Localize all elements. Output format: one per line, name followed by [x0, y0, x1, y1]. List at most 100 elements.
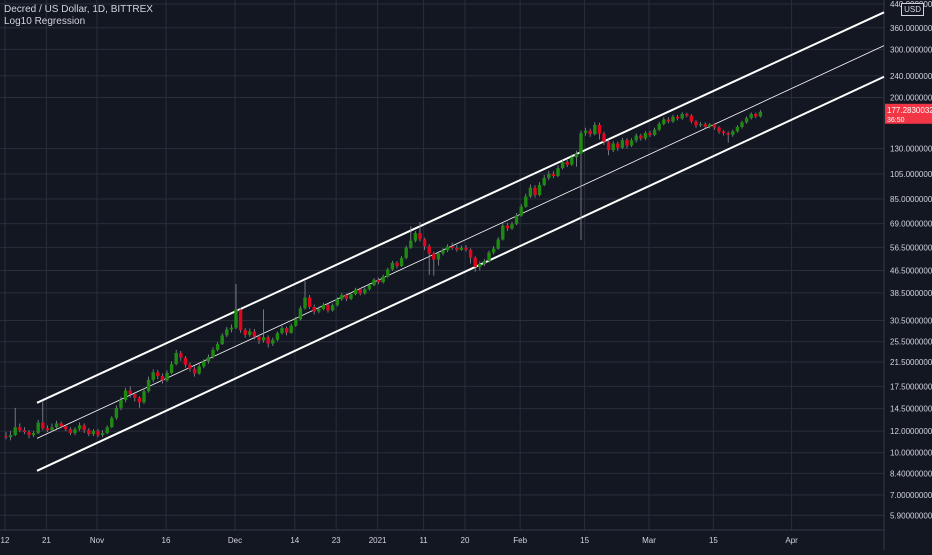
candle-body — [680, 114, 684, 119]
candle-body — [528, 187, 533, 197]
candle-body — [731, 131, 735, 135]
candle-body — [395, 262, 399, 266]
time-tick-label: 12 — [1, 536, 10, 545]
candle-body — [579, 133, 583, 154]
candle-body — [409, 240, 413, 248]
candle-body — [685, 114, 689, 116]
candle-up — [271, 337, 275, 346]
candle-down — [82, 423, 86, 434]
candle-down — [648, 130, 652, 137]
price-tick-label: 240.00000000 — [890, 72, 932, 81]
price-tick-label: 25.50000000 — [890, 338, 932, 347]
candle-down — [326, 303, 330, 313]
candle-body — [73, 429, 77, 434]
candle-body — [36, 422, 40, 434]
candle-body — [4, 436, 8, 438]
time-tick-label: 20 — [461, 536, 470, 545]
candle-up — [73, 427, 77, 436]
candle-up — [119, 396, 123, 411]
candle-down — [625, 138, 629, 149]
candle-body — [344, 295, 349, 299]
price-tick-label: 10.00000000 — [890, 449, 932, 458]
candle-up — [381, 274, 385, 284]
candle-down — [685, 112, 689, 118]
candle-body — [358, 289, 362, 294]
candle-down — [188, 362, 192, 372]
candle-body — [496, 239, 500, 249]
candle-body — [533, 187, 537, 195]
candle-body — [238, 309, 243, 331]
candle-body — [165, 372, 169, 381]
candle-body — [616, 143, 620, 148]
indicator-title: Log10 Regression — [4, 16, 86, 27]
candle-up — [399, 256, 404, 267]
candle-up — [165, 370, 169, 382]
candle-down — [18, 423, 22, 433]
candle-down — [137, 396, 142, 408]
candle-up — [528, 184, 533, 198]
candle-body — [156, 372, 160, 376]
candle-down — [468, 248, 473, 264]
candle-body — [105, 427, 109, 434]
candle-body — [146, 379, 151, 392]
candle-body — [749, 114, 753, 119]
candle-up — [220, 333, 224, 346]
candle-down — [41, 400, 45, 431]
candle-up — [514, 213, 519, 226]
candle-body — [413, 233, 418, 241]
candle-up — [298, 305, 303, 321]
candle-body — [220, 335, 224, 345]
candle-body — [597, 124, 602, 134]
candle-body — [542, 178, 546, 186]
candle-down — [616, 141, 620, 151]
candle-up — [708, 122, 712, 129]
candle-body — [252, 331, 257, 337]
candle-body — [261, 337, 266, 341]
candle-up — [151, 369, 155, 383]
time-tick-label: Mar — [642, 536, 656, 545]
candle-up — [225, 326, 229, 338]
candle-up — [583, 127, 588, 136]
candle-up — [735, 125, 740, 133]
candle-body — [427, 246, 431, 254]
candle-up — [330, 303, 335, 312]
candle-down — [473, 256, 477, 272]
candle-up — [248, 328, 252, 337]
candle-up — [114, 405, 119, 420]
candle-body — [468, 249, 473, 258]
candle-down — [45, 425, 50, 433]
candle-up — [744, 116, 749, 124]
candle-body — [717, 127, 721, 132]
candle-body — [482, 260, 487, 265]
price-tick-label: 17.50000000 — [890, 382, 932, 391]
candle-body — [330, 305, 335, 311]
candle-up — [749, 112, 753, 120]
candle-body — [386, 269, 390, 277]
candle-up — [340, 293, 344, 301]
currency-button[interactable]: USD — [901, 3, 924, 16]
candle-up — [634, 133, 638, 143]
candle-body — [229, 327, 234, 330]
candle-up — [547, 170, 551, 181]
price-tick-label: 85.00000000 — [890, 195, 932, 204]
candle-up — [409, 226, 413, 249]
time-tick-label: 2021 — [369, 536, 387, 545]
candle-body — [271, 339, 275, 344]
candle-up — [560, 159, 565, 170]
candle-down — [597, 122, 602, 140]
candle-body — [54, 423, 59, 428]
candle-body — [629, 140, 634, 146]
candle-down — [284, 326, 289, 336]
candle-body — [18, 427, 22, 431]
candle-up — [404, 245, 408, 260]
candle-down — [418, 221, 422, 242]
candle-down — [252, 328, 257, 340]
candle-down — [307, 295, 312, 310]
candle-body — [82, 425, 86, 431]
candle-down — [721, 130, 726, 136]
candle-body — [473, 257, 477, 267]
time-tick-label: 16 — [162, 536, 171, 545]
candle-up — [215, 342, 220, 352]
